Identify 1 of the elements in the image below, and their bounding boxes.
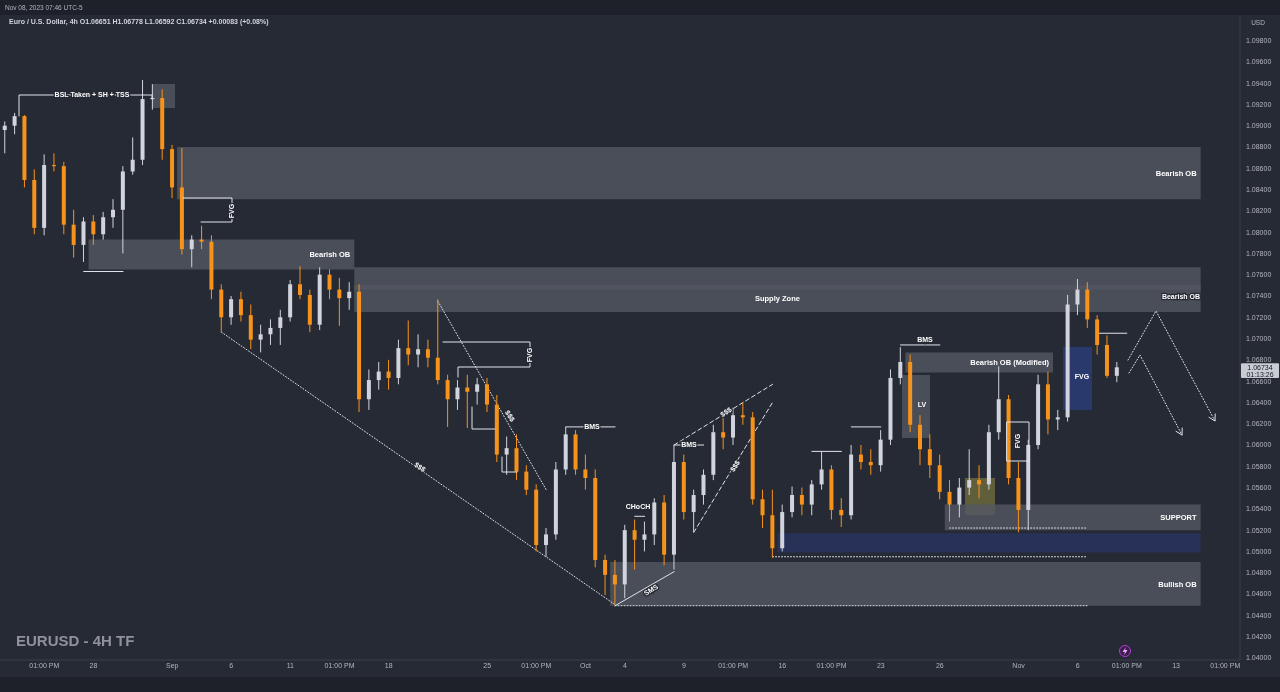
text: EURUSD - 4H TF [16,632,135,649]
